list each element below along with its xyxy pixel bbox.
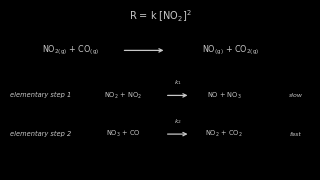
Text: fast: fast — [290, 132, 302, 137]
Text: elementary step 2: elementary step 2 — [10, 131, 71, 137]
Text: $\mathrm{NO_2}$ + $\mathrm{NO_2}$: $\mathrm{NO_2}$ + $\mathrm{NO_2}$ — [104, 90, 142, 100]
Text: $k_2$: $k_2$ — [174, 117, 181, 126]
Text: $\mathrm{NO}$ + $\mathrm{NO_3}$: $\mathrm{NO}$ + $\mathrm{NO_3}$ — [207, 90, 241, 100]
Text: $k_1$: $k_1$ — [174, 78, 181, 87]
Text: R = k $[\mathrm{NO_2}]^2$: R = k $[\mathrm{NO_2}]^2$ — [129, 8, 191, 24]
Text: elementary step 1: elementary step 1 — [10, 92, 71, 98]
Text: $\mathrm{NO_{(g)}}$ + $\mathrm{CO_{2(g)}}$: $\mathrm{NO_{(g)}}$ + $\mathrm{CO_{2(g)}… — [202, 44, 259, 57]
Text: $\mathrm{NO_{2(g)}}$ + $\mathrm{CO_{(g)}}$: $\mathrm{NO_{2(g)}}$ + $\mathrm{CO_{(g)}… — [42, 44, 99, 57]
Text: $\mathrm{NO_3}$ + $\mathrm{CO}$: $\mathrm{NO_3}$ + $\mathrm{CO}$ — [106, 129, 140, 139]
Text: slow: slow — [289, 93, 303, 98]
Text: $\mathrm{NO_2}$ + $\mathrm{CO_2}$: $\mathrm{NO_2}$ + $\mathrm{CO_2}$ — [205, 129, 243, 139]
